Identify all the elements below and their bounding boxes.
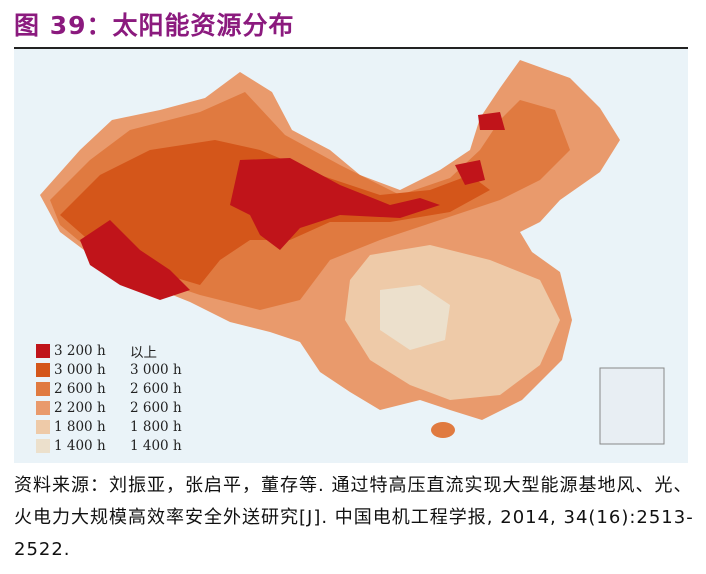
legend-label: 3 000 h: [130, 361, 182, 378]
legend-label: 2 600 h: [54, 380, 106, 397]
source-citation: 资料来源：刘振亚，张启平，董存等. 通过特高压直流实现大型能源基地风、光、火电力…: [14, 475, 694, 560]
legend-swatch: [36, 400, 50, 415]
divider: [14, 47, 688, 49]
legend-label: 2 600 h: [130, 399, 182, 416]
legend-label: 3 000 h: [54, 361, 106, 378]
legend-label: 1 400 h: [54, 437, 106, 454]
south-china-sea-inset: [599, 367, 665, 445]
china-map: [40, 60, 665, 445]
legend-label: 1 800 h: [54, 418, 106, 435]
region-1800: [345, 245, 560, 400]
region-3200: [80, 112, 505, 300]
legend-swatch: [36, 381, 50, 396]
solar-resource-map: [14, 49, 688, 463]
legend-item: 3 200 h 以上: [36, 341, 182, 361]
legend-item: 2 600 h 2 600 h: [36, 379, 182, 398]
legend-swatch: [36, 362, 50, 377]
figure-title: 图 39：太阳能资源分布: [14, 11, 295, 40]
legend-swatch: [36, 419, 50, 434]
legend-item: 1 400 h 1 400 h: [36, 436, 182, 455]
legend-swatch: [36, 438, 50, 453]
legend-item: 3 000 h 3 000 h: [36, 360, 182, 379]
legend-label: 2 600 h: [130, 380, 182, 397]
legend-label: 1 400 h: [130, 437, 182, 454]
legend-item: 2 200 h 2 600 h: [36, 398, 182, 417]
hainan-island: [431, 422, 455, 438]
legend-label: 3 200 h: [54, 342, 106, 359]
legend-item: 1 800 h 1 800 h: [36, 417, 182, 436]
legend-label: 以上: [130, 344, 157, 361]
region-1400: [380, 285, 450, 350]
legend-label: 2 200 h: [54, 399, 106, 416]
legend-swatch: [36, 343, 50, 358]
legend-label: 1 800 h: [130, 418, 182, 435]
